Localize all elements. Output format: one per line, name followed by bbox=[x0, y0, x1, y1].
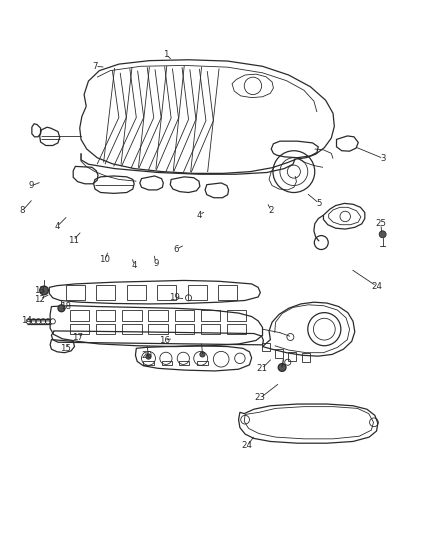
Text: 24: 24 bbox=[242, 441, 253, 450]
Text: 8: 8 bbox=[20, 206, 25, 215]
Circle shape bbox=[278, 364, 286, 372]
Text: 12: 12 bbox=[34, 295, 45, 304]
Text: 9: 9 bbox=[28, 181, 34, 190]
Text: 17: 17 bbox=[72, 333, 83, 342]
Text: 3: 3 bbox=[381, 154, 386, 163]
Circle shape bbox=[200, 352, 205, 357]
Circle shape bbox=[58, 305, 65, 312]
Text: 9: 9 bbox=[153, 259, 159, 268]
Text: 11: 11 bbox=[68, 236, 79, 245]
Text: 4: 4 bbox=[197, 211, 202, 220]
Text: 18: 18 bbox=[60, 302, 71, 311]
Text: 16: 16 bbox=[159, 336, 170, 345]
Text: 19: 19 bbox=[169, 293, 180, 302]
Circle shape bbox=[40, 286, 48, 295]
Text: 13: 13 bbox=[34, 286, 45, 295]
Text: 1: 1 bbox=[163, 50, 169, 59]
Text: 14: 14 bbox=[21, 317, 32, 326]
Text: 7: 7 bbox=[92, 62, 98, 71]
Text: 23: 23 bbox=[255, 393, 266, 402]
Text: 5: 5 bbox=[316, 199, 322, 208]
Text: 15: 15 bbox=[60, 344, 71, 353]
Text: 4: 4 bbox=[54, 222, 60, 231]
Text: 25: 25 bbox=[375, 220, 386, 228]
Text: 4: 4 bbox=[131, 261, 137, 270]
Text: 2: 2 bbox=[268, 206, 274, 215]
Circle shape bbox=[146, 354, 151, 359]
Text: 21: 21 bbox=[256, 364, 267, 373]
Text: 10: 10 bbox=[99, 255, 110, 264]
Text: 6: 6 bbox=[173, 245, 179, 254]
Circle shape bbox=[379, 231, 386, 238]
Text: 20: 20 bbox=[141, 351, 153, 360]
Text: 24: 24 bbox=[371, 281, 382, 290]
